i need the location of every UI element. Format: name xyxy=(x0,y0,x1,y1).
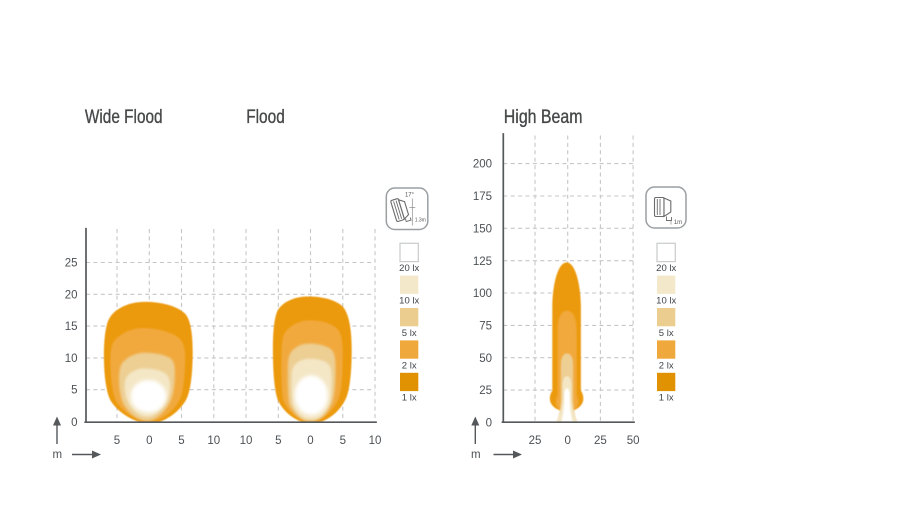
svg-text:0: 0 xyxy=(71,417,77,429)
svg-text:5: 5 xyxy=(71,385,77,397)
svg-text:10: 10 xyxy=(207,435,220,447)
svg-text:5: 5 xyxy=(275,435,281,447)
svg-text:75: 75 xyxy=(479,321,492,333)
svg-text:5: 5 xyxy=(114,435,120,447)
svg-text:20: 20 xyxy=(65,289,78,301)
svg-text:High Beam: High Beam xyxy=(504,107,583,128)
svg-text:0: 0 xyxy=(564,435,570,447)
svg-text:150: 150 xyxy=(473,223,492,235)
svg-text:Wide Flood: Wide Flood xyxy=(85,107,163,128)
svg-text:10: 10 xyxy=(369,435,382,447)
svg-text:50: 50 xyxy=(627,435,640,447)
svg-text:10: 10 xyxy=(65,353,78,365)
svg-text:Flood: Flood xyxy=(246,107,285,128)
svg-text:10 lx: 10 lx xyxy=(656,296,676,307)
svg-text:25: 25 xyxy=(594,435,607,447)
svg-text:1 lx: 1 lx xyxy=(402,393,417,404)
svg-text:17°: 17° xyxy=(405,193,415,199)
svg-text:2 lx: 2 lx xyxy=(659,360,674,371)
svg-text:125: 125 xyxy=(473,256,492,268)
svg-text:0: 0 xyxy=(146,435,152,447)
svg-text:200: 200 xyxy=(473,159,492,171)
svg-text:5 lx: 5 lx xyxy=(659,328,674,339)
svg-text:2 lx: 2 lx xyxy=(402,360,417,371)
svg-text:m: m xyxy=(471,449,481,461)
svg-text:1 lx: 1 lx xyxy=(659,393,674,404)
svg-text:5 lx: 5 lx xyxy=(402,328,417,339)
svg-text:100: 100 xyxy=(473,288,492,300)
svg-text:50: 50 xyxy=(479,353,492,365)
svg-text:25: 25 xyxy=(479,385,492,397)
svg-text:25: 25 xyxy=(529,435,542,447)
svg-text:m: m xyxy=(53,449,63,461)
svg-text:0: 0 xyxy=(307,435,313,447)
svg-text:10 lx: 10 lx xyxy=(399,296,419,307)
svg-text:1.3m: 1.3m xyxy=(415,218,426,224)
svg-text:5: 5 xyxy=(340,435,346,447)
svg-text:10: 10 xyxy=(240,435,253,447)
svg-text:1m: 1m xyxy=(674,220,682,226)
svg-text:15: 15 xyxy=(65,321,78,333)
svg-text:25: 25 xyxy=(65,258,78,270)
svg-text:5: 5 xyxy=(178,435,184,447)
svg-text:175: 175 xyxy=(473,191,492,203)
svg-text:20 lx: 20 lx xyxy=(656,263,676,274)
svg-text:0: 0 xyxy=(486,418,492,430)
svg-text:20 lx: 20 lx xyxy=(399,263,419,274)
